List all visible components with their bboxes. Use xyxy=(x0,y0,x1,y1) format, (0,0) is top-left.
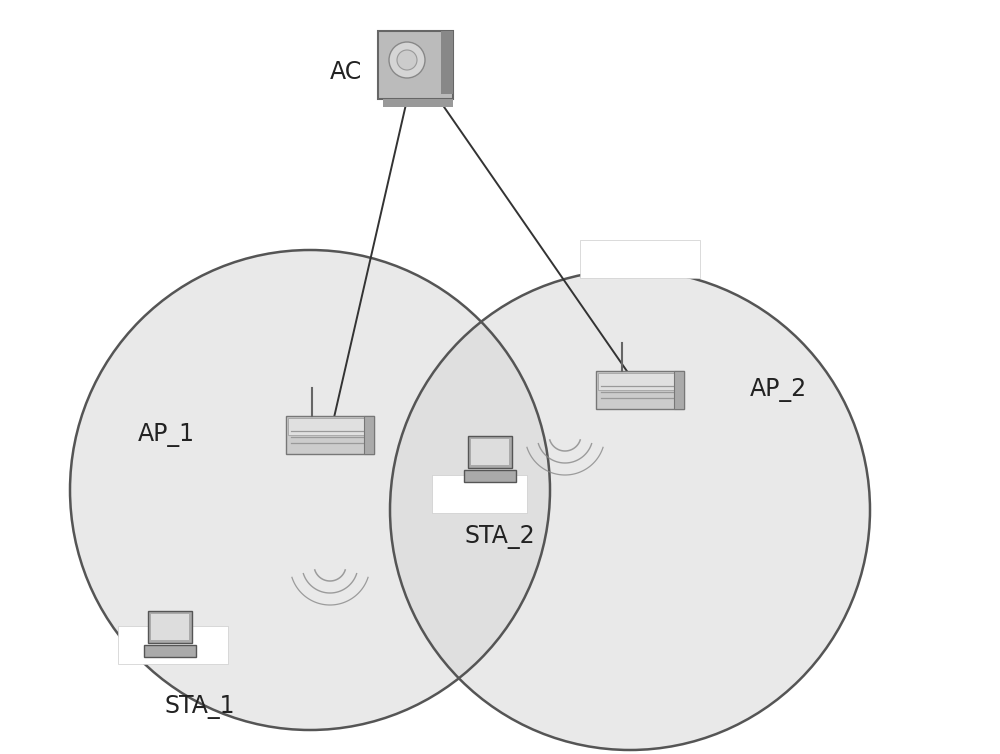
Circle shape xyxy=(397,50,417,70)
FancyBboxPatch shape xyxy=(382,99,452,107)
Circle shape xyxy=(390,270,870,750)
FancyBboxPatch shape xyxy=(468,436,512,468)
FancyBboxPatch shape xyxy=(596,371,684,409)
FancyBboxPatch shape xyxy=(151,614,189,640)
Text: STA_2: STA_2 xyxy=(465,525,535,549)
FancyBboxPatch shape xyxy=(148,611,192,643)
Text: STA_1: STA_1 xyxy=(165,695,235,719)
Text: AP_1: AP_1 xyxy=(138,423,195,447)
FancyBboxPatch shape xyxy=(144,645,196,657)
FancyBboxPatch shape xyxy=(288,418,372,435)
FancyBboxPatch shape xyxy=(440,31,452,94)
Circle shape xyxy=(70,250,550,730)
Bar xyxy=(432,475,527,513)
Text: AC: AC xyxy=(330,60,362,84)
FancyBboxPatch shape xyxy=(364,416,374,454)
Text: AP_2: AP_2 xyxy=(750,378,807,402)
FancyBboxPatch shape xyxy=(598,373,682,390)
FancyBboxPatch shape xyxy=(464,470,516,482)
FancyBboxPatch shape xyxy=(674,371,684,409)
FancyBboxPatch shape xyxy=(471,439,509,465)
FancyBboxPatch shape xyxy=(286,416,374,454)
Bar xyxy=(580,240,700,278)
FancyBboxPatch shape xyxy=(378,31,452,99)
Bar xyxy=(118,626,228,664)
Circle shape xyxy=(389,42,425,78)
